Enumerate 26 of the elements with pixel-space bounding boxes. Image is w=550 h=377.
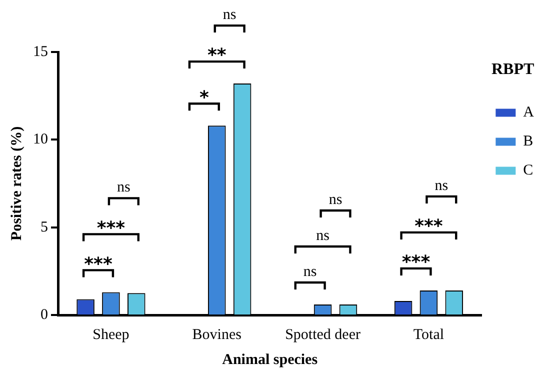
y-tick-label: 0: [40, 306, 48, 323]
annotation: ns: [434, 178, 448, 194]
annotation: ns: [316, 228, 330, 244]
legend-label: A: [523, 104, 534, 121]
annotation: ***: [96, 218, 126, 239]
y-tick-label: 10: [33, 132, 48, 148]
legend-title: RBPT: [492, 61, 534, 78]
annotation: ***: [402, 252, 431, 274]
annotation: ***: [84, 254, 113, 275]
x-tick-label: Sheep: [92, 326, 130, 343]
annotation: *: [199, 87, 210, 108]
annotation: ns: [303, 264, 317, 280]
annotation: ***: [414, 216, 444, 238]
x-axis-title: Animal species: [222, 352, 318, 368]
x-tick-label: Bovines: [192, 326, 242, 343]
y-tick-label: 5: [40, 219, 48, 236]
y-tick-label: 15: [33, 44, 48, 60]
annotation: ns: [116, 180, 130, 196]
annotation: ns: [328, 192, 342, 208]
x-tick-label: Total: [413, 326, 444, 343]
annotation: **: [207, 45, 227, 66]
y-axis-title: Positive rates (%): [8, 126, 25, 241]
legend-label: B: [523, 134, 534, 150]
text: ns: [222, 6, 236, 23]
x-tick-label: Spotted deer: [285, 326, 360, 343]
legend-label: C: [523, 162, 534, 179]
